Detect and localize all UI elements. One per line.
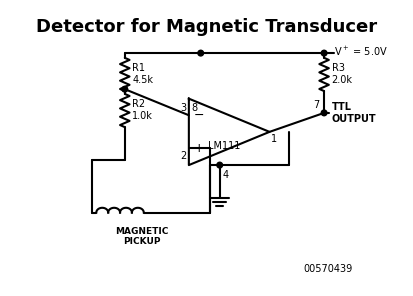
Text: 1: 1 <box>271 134 278 144</box>
Text: V$^+$ = 5.0V: V$^+$ = 5.0V <box>334 45 387 58</box>
Circle shape <box>122 86 128 92</box>
Text: TTL
OUTPUT: TTL OUTPUT <box>332 102 376 124</box>
Text: +: + <box>194 142 204 155</box>
Circle shape <box>217 162 223 168</box>
Text: 7: 7 <box>313 100 319 110</box>
Text: 4: 4 <box>223 170 229 180</box>
Text: −: − <box>194 109 204 122</box>
Text: R3
2.0k: R3 2.0k <box>332 63 353 85</box>
Circle shape <box>321 110 327 116</box>
Text: MAGNETIC
PICKUP: MAGNETIC PICKUP <box>115 227 168 246</box>
Text: R1
4.5k: R1 4.5k <box>133 63 153 85</box>
Text: 3: 3 <box>180 103 186 113</box>
Text: Detector for Magnetic Transducer: Detector for Magnetic Transducer <box>36 18 377 36</box>
Text: 00570439: 00570439 <box>303 264 353 274</box>
Text: 2: 2 <box>180 151 186 161</box>
Text: 8: 8 <box>192 103 198 113</box>
Text: R2
1.0k: R2 1.0k <box>133 99 153 121</box>
Circle shape <box>198 50 204 56</box>
Circle shape <box>321 50 327 56</box>
Text: LM111: LM111 <box>208 141 241 151</box>
